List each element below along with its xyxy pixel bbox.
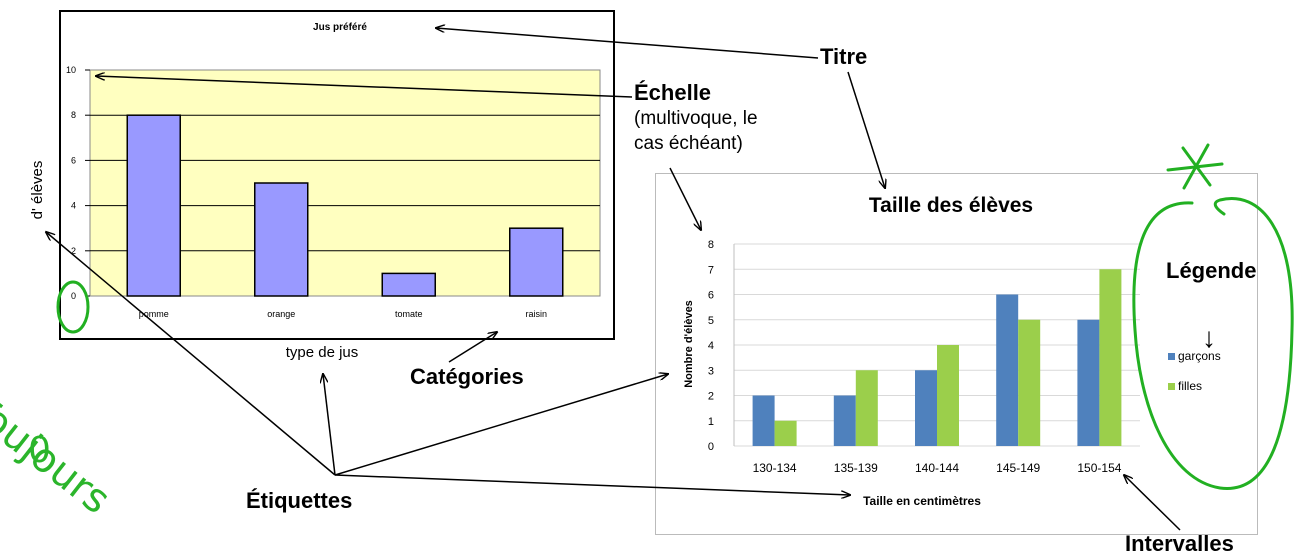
y-tick-label: 4 xyxy=(708,340,714,352)
arrow-intervalles xyxy=(1124,475,1181,531)
y-tick-label: 6 xyxy=(708,290,714,302)
bar-series-1 xyxy=(996,294,1019,446)
bar xyxy=(254,182,309,297)
x-category-label: 135-139 xyxy=(834,461,878,475)
bar-series-2 xyxy=(774,420,797,446)
bar-series-1 xyxy=(833,395,856,446)
bar-series-2 xyxy=(1099,269,1122,446)
x-category-label: 130-134 xyxy=(753,461,797,475)
x-category-label: raisin xyxy=(525,309,547,319)
arrow-etiquettes-ylabel1 xyxy=(46,232,336,476)
green-loop-legend xyxy=(1132,197,1294,490)
x-category-label: 140-144 xyxy=(915,461,959,475)
arrow-echelle-to-scale xyxy=(96,76,633,98)
chart-juice-title: Jus préféré xyxy=(313,22,367,33)
arrow-etiquettes-ylabel2 xyxy=(334,374,668,476)
green-circle-zero xyxy=(56,280,90,334)
y-tick-label: 6 xyxy=(71,155,76,165)
annotation-echelle-note-2: cas échéant) xyxy=(634,133,743,154)
y-tick-label: 5 xyxy=(708,315,714,327)
annotation-titre: Titre xyxy=(820,44,868,69)
chart-height-ylabel: Nombre d'élèves xyxy=(683,300,695,388)
y-tick-label: 1 xyxy=(708,416,714,428)
annotation-legende-down-arrow: ↓ xyxy=(1202,322,1216,353)
bar-series-2 xyxy=(937,345,959,446)
arrow-titre-to-chart2 xyxy=(847,71,885,188)
bar xyxy=(126,114,181,297)
chart-height-title: Taille des élèves xyxy=(869,194,1033,217)
y-tick-label: 10 xyxy=(66,65,76,75)
annotation-categories: Catégories xyxy=(410,364,524,389)
chart-height-xlabel: Taille en centimètres xyxy=(863,494,981,508)
annotation-legende: Légende xyxy=(1166,258,1257,283)
y-tick-label: 2 xyxy=(708,391,714,403)
bar-series-2 xyxy=(855,370,878,446)
arrow-etiquettes-xlabel2 xyxy=(334,474,850,495)
legend-swatch xyxy=(1168,383,1175,390)
arrow-etiquettes-xlabel1 xyxy=(323,374,336,476)
handwritten-zero: 0 xyxy=(28,430,51,471)
legend-label: filles xyxy=(1178,379,1202,393)
y-tick-label: 3 xyxy=(708,365,714,377)
y-tick-label: 7 xyxy=(708,264,714,276)
arrow-categories xyxy=(448,332,497,363)
y-tick-label: 8 xyxy=(708,239,714,251)
bar xyxy=(381,272,436,297)
legend-label: garçons xyxy=(1178,349,1221,363)
annotation-echelle-note-1: (multivoque, le xyxy=(634,108,758,129)
chart-juice-xlabel: type de jus xyxy=(286,344,359,361)
bar-series-1 xyxy=(915,370,937,446)
green-asterisk xyxy=(1166,143,1224,190)
x-category-label: 150-154 xyxy=(1077,461,1121,475)
y-tick-label: 0 xyxy=(71,291,76,301)
y-tick-label: 2 xyxy=(71,246,76,256)
arrow-titre-to-chart1 xyxy=(436,28,819,59)
y-tick-label: 8 xyxy=(71,110,76,120)
x-category-label: pomme xyxy=(139,309,169,319)
x-category-label: orange xyxy=(267,309,295,319)
bar-series-1 xyxy=(1077,319,1100,446)
legend-swatch xyxy=(1168,353,1175,360)
y-tick-label: 0 xyxy=(708,441,714,453)
annotation-etiquettes: Étiquettes xyxy=(246,488,353,513)
arrow-echelle-to-scale2 xyxy=(669,167,701,230)
x-category-label: tomate xyxy=(395,309,423,319)
annotation-echelle: Échelle xyxy=(634,80,712,105)
x-category-label: 145-149 xyxy=(996,461,1040,475)
annotation-intervalles: Intervalles xyxy=(1125,531,1234,556)
chart-juice-ylabel: d' élèves xyxy=(29,161,46,220)
bar xyxy=(509,227,564,297)
bar-series-2 xyxy=(1018,319,1041,446)
bar-series-1 xyxy=(752,395,775,446)
y-tick-label: 4 xyxy=(71,201,76,211)
